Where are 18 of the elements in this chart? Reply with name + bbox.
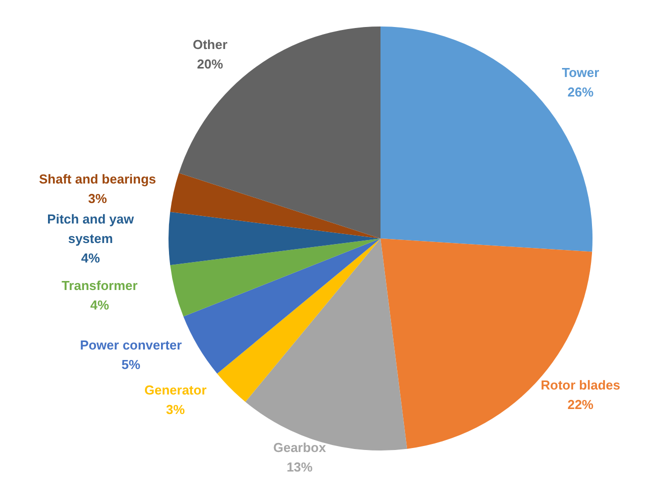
data-label: 4%	[90, 297, 110, 312]
data-label: 4%	[81, 250, 100, 266]
data-label: 3%	[166, 402, 186, 417]
slice-label: Power converter	[80, 337, 182, 352]
slice-label: Transformer	[62, 278, 138, 293]
data-label: 22%	[567, 396, 594, 412]
data-label: 13%	[286, 460, 314, 475]
slice-label: Pitch and yaw system	[47, 212, 135, 246]
slice-label: Generator	[144, 382, 207, 398]
slice-label: Gearbox	[273, 440, 327, 456]
data-label: 5%	[121, 356, 141, 372]
slice-label: Shaft and bearings	[38, 172, 156, 187]
slice-label: Rotor blades	[540, 377, 620, 392]
data-label: 26%	[567, 84, 594, 100]
data-label: 3%	[88, 191, 108, 206]
data-label: 20%	[197, 56, 224, 72]
slice-label: Tower	[562, 65, 600, 80]
slice-label: Other	[192, 36, 228, 52]
